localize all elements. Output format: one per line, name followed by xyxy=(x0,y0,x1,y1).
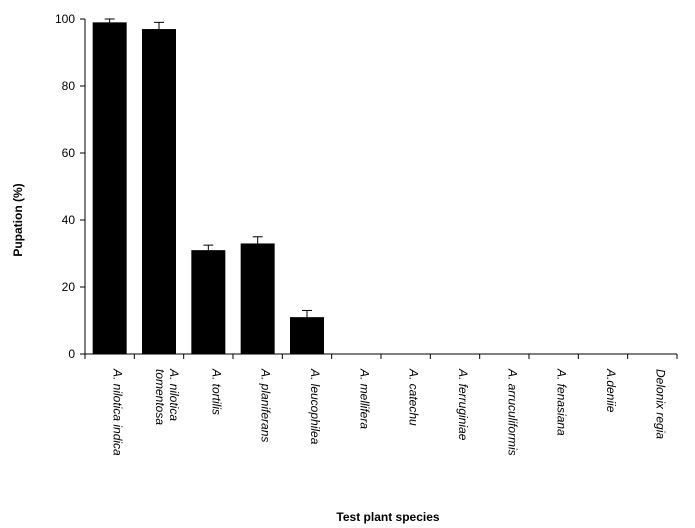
error-bars xyxy=(104,18,312,318)
category-labels: A. nilotica indica A. niloticatomentosa A.… xyxy=(111,368,668,456)
y-tick-label: 40 xyxy=(62,213,76,227)
category-label-line: A. tortilis xyxy=(209,368,223,415)
bar xyxy=(142,29,176,355)
category-label-line: A. nilotica indica xyxy=(111,368,125,456)
bars xyxy=(92,22,324,355)
x-axis-ticks xyxy=(84,354,678,359)
category-label: A. fenasiana xyxy=(555,368,569,436)
category-label-line: tomentosa xyxy=(153,369,167,425)
category-label: A. ferruginiae xyxy=(456,368,470,441)
category-label-line: A. catechu xyxy=(407,368,421,426)
category-label: Delonix regia xyxy=(653,369,667,439)
category-label: A. tortilis xyxy=(209,368,223,415)
bar xyxy=(240,243,275,354)
y-tick-label: 60 xyxy=(62,146,76,160)
y-tick-label: 20 xyxy=(62,280,76,294)
category-label: A. catechu xyxy=(407,368,421,426)
category-label: A. mellifera xyxy=(357,368,371,429)
category-label-line: A. nilotica xyxy=(167,368,181,421)
category-label-line: Delonix regia xyxy=(653,369,667,439)
category-label-line: A. arruculiformis xyxy=(505,368,519,456)
category-label: A. arruculiformis xyxy=(505,368,519,456)
bar xyxy=(191,250,226,354)
y-tick-label: 80 xyxy=(62,79,76,93)
y-tick-label: 0 xyxy=(68,347,75,361)
category-label-line: A. leucophilea xyxy=(308,368,322,445)
bar xyxy=(92,22,127,354)
bar xyxy=(290,317,324,354)
category-label: A. leucophilea xyxy=(308,368,322,445)
category-label: A.deniie xyxy=(604,368,618,413)
category-label-line: A. mellifera xyxy=(357,368,371,429)
category-label: A. niloticatomentosa xyxy=(153,368,181,425)
category-label-line: A. planiferans xyxy=(259,368,273,442)
y-axis-ticks: 0 20 40 60 80 100 xyxy=(55,12,85,361)
category-label-line: A. fenasiana xyxy=(555,368,569,436)
category-label: A. nilotica indica xyxy=(111,368,125,456)
category-label: A. planiferans xyxy=(259,368,273,442)
category-label-line: A. ferruginiae xyxy=(456,368,470,441)
category-label-line: A.deniie xyxy=(604,368,618,413)
x-axis-title: Test plant species xyxy=(336,510,439,524)
y-axis-title: Pupation (%) xyxy=(11,183,25,256)
y-tick-label: 100 xyxy=(55,12,75,26)
